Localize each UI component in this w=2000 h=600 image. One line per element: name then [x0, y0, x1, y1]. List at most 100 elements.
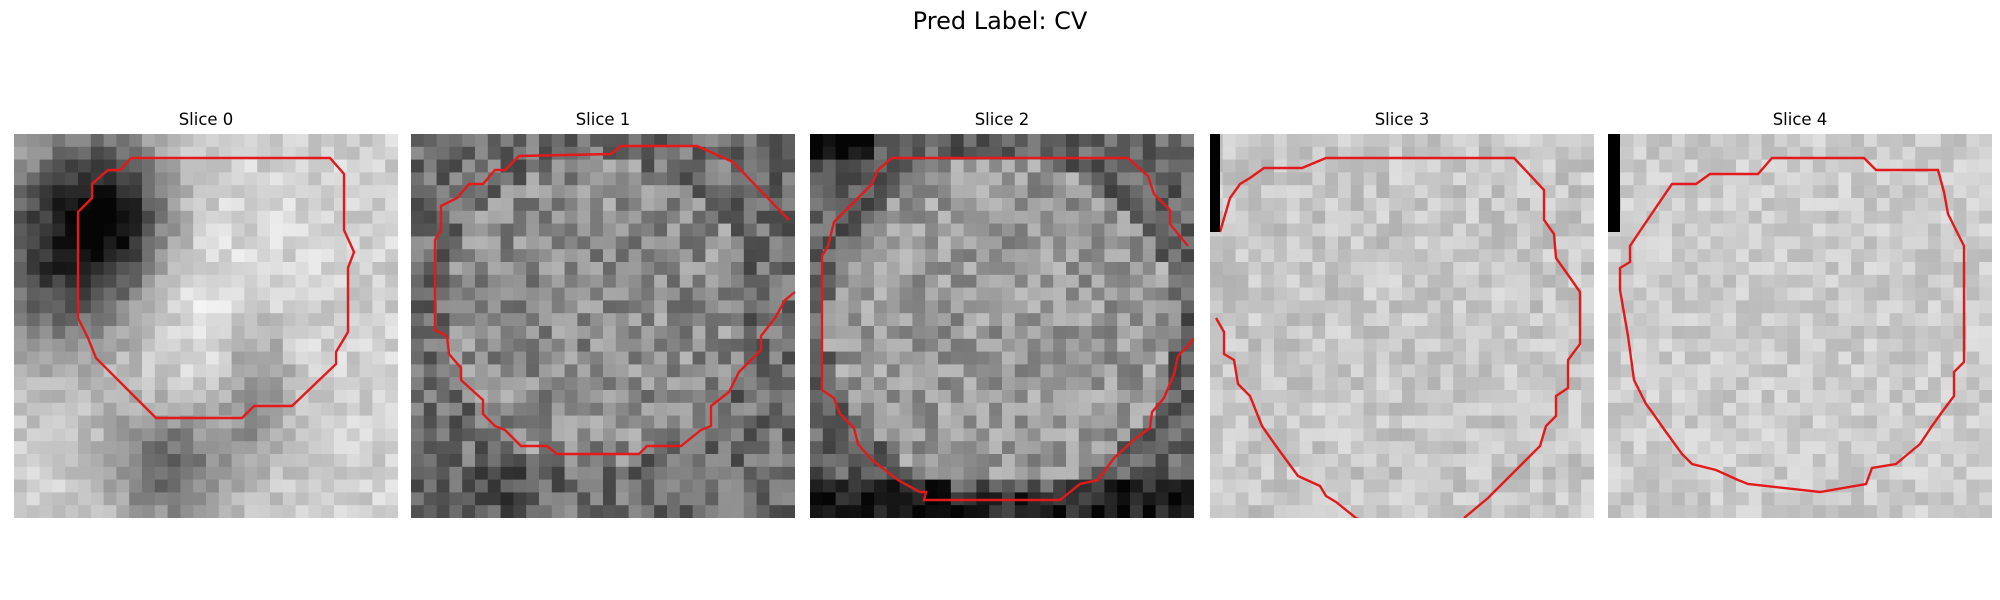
pixel: [1414, 428, 1428, 442]
pixel: [346, 505, 360, 518]
pixel: [1800, 172, 1814, 186]
pixel: [1902, 236, 1916, 250]
pixel: [1555, 402, 1569, 416]
pixel: [1902, 146, 1916, 160]
pixel: [26, 274, 40, 288]
pixel: [1966, 428, 1980, 442]
pixel: [615, 454, 629, 468]
pixel: [810, 159, 824, 173]
pixel: [1787, 428, 1801, 442]
pixel: [1286, 236, 1300, 250]
pixel: [436, 185, 450, 199]
pixel: [1002, 210, 1016, 224]
pixel: [385, 274, 398, 288]
pixel: [1440, 390, 1454, 404]
pixel: [103, 300, 117, 314]
pixel: [321, 441, 335, 455]
pixel: [1222, 249, 1236, 263]
pixel: [1620, 159, 1634, 173]
pixel: [206, 390, 220, 404]
pixel: [756, 159, 770, 173]
pixel: [436, 492, 450, 506]
pixel: [372, 210, 386, 224]
pixel: [359, 390, 373, 404]
pixel: [835, 338, 849, 352]
pixel: [78, 300, 92, 314]
pixel: [1542, 198, 1556, 212]
pixel: [282, 223, 296, 237]
pixel: [193, 146, 207, 160]
pixel: [14, 326, 28, 340]
pixel: [500, 134, 514, 148]
pixel: [513, 172, 527, 186]
pixel: [218, 390, 232, 404]
pixel: [1774, 428, 1788, 442]
pixel: [1478, 326, 1492, 340]
pixel: [1581, 262, 1594, 276]
pixel: [822, 505, 836, 518]
pixel: [257, 402, 271, 416]
pixel: [654, 326, 668, 340]
pixel: [1002, 185, 1016, 199]
pixel: [590, 185, 604, 199]
pixel: [989, 172, 1003, 186]
pixel: [551, 172, 565, 186]
pixel: [1453, 364, 1467, 378]
pixel: [1168, 159, 1182, 173]
pixel: [142, 428, 156, 442]
pixel: [1723, 415, 1737, 429]
pixel: [1286, 479, 1300, 493]
pixel: [705, 313, 719, 327]
pixel: [886, 492, 900, 506]
panel-title-slice-3: Slice 3: [1374, 110, 1430, 129]
pixel: [1581, 402, 1594, 416]
pixel: [564, 236, 578, 250]
pixel: [180, 326, 194, 340]
pixel: [1851, 492, 1865, 506]
pixel: [667, 428, 681, 442]
pixel: [1517, 134, 1531, 148]
pixel: [874, 249, 888, 263]
pixel: [193, 210, 207, 224]
pixel: [39, 326, 53, 340]
pixel: [1787, 313, 1801, 327]
pixel: [1363, 338, 1377, 352]
pixel: [449, 326, 463, 340]
pixel: [1517, 428, 1531, 442]
pixel: [90, 313, 104, 327]
pixel: [782, 198, 795, 212]
pixel: [654, 198, 668, 212]
pixel: [1748, 505, 1762, 518]
pixel: [810, 313, 824, 327]
pixel: [1286, 505, 1300, 518]
pixel: [1812, 210, 1826, 224]
pixel: [782, 313, 795, 327]
pixel: [577, 454, 591, 468]
pixel: [1104, 300, 1118, 314]
pixel: [1235, 262, 1249, 276]
pixel: [487, 377, 501, 391]
pixel: [628, 249, 642, 263]
pixel: [835, 223, 849, 237]
pixel: [257, 479, 271, 493]
pixel: [1286, 185, 1300, 199]
pixel: [154, 236, 168, 250]
pixel: [1091, 146, 1105, 160]
pixel: [475, 236, 489, 250]
pixel: [116, 454, 130, 468]
pixel: [500, 326, 514, 340]
pixel: [539, 505, 553, 518]
pixel: [462, 262, 476, 276]
pixel: [1466, 351, 1480, 365]
pixel: [1002, 159, 1016, 173]
pixel: [206, 146, 220, 160]
pixel: [1672, 454, 1686, 468]
pixel: [1812, 479, 1826, 493]
pixel: [500, 338, 514, 352]
pixel: [1027, 454, 1041, 468]
pixel: [218, 338, 232, 352]
pixel: [526, 287, 540, 301]
pixel: [564, 364, 578, 378]
pixel: [1274, 262, 1288, 276]
pixel: [1851, 236, 1865, 250]
